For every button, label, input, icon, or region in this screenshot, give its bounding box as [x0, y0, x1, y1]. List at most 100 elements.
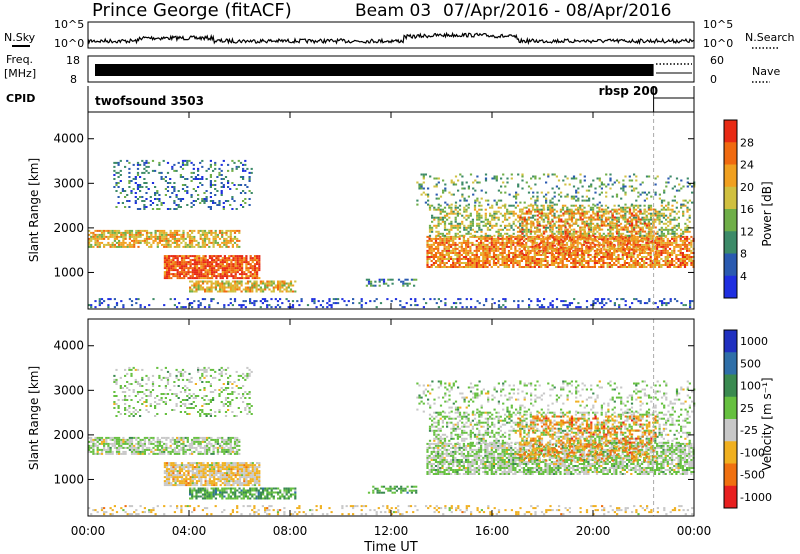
- data-cell: [244, 169, 247, 172]
- data-cell: [115, 206, 118, 208]
- data-cell: [484, 179, 488, 182]
- data-cell: [156, 190, 159, 192]
- data-cell: [648, 246, 651, 249]
- data-cell: [497, 249, 500, 252]
- data-cell: [633, 173, 636, 176]
- data-cell: [559, 252, 562, 254]
- data-cell: [538, 237, 541, 240]
- data-cell: [428, 235, 431, 238]
- data-cell: [602, 237, 605, 240]
- data-cell: [220, 163, 223, 166]
- data-cell: [598, 243, 601, 246]
- data-cell: [566, 212, 569, 215]
- data-cell: [538, 228, 541, 231]
- data-cell: [210, 288, 213, 291]
- data-cell: [632, 206, 635, 209]
- data-cell: [528, 208, 531, 211]
- data-cell: [206, 275, 209, 278]
- data-cell: [595, 262, 599, 264]
- data-cell: [609, 234, 612, 237]
- data-cell: [442, 189, 445, 192]
- data-cell: [525, 264, 528, 266]
- data-cell: [521, 208, 524, 211]
- data-cell: [501, 262, 504, 264]
- data-cell: [598, 266, 601, 268]
- data-cell: [439, 212, 442, 215]
- data-cell: [673, 224, 676, 227]
- data-cell: [193, 277, 196, 280]
- data-cell: [245, 265, 248, 268]
- data-cell: [548, 241, 551, 244]
- data-cell: [594, 226, 597, 229]
- data-cell: [270, 284, 273, 287]
- data-cell: [577, 224, 580, 227]
- data-cell: [456, 252, 459, 254]
- data-cell: [634, 230, 638, 233]
- data-cell: [404, 278, 407, 281]
- data-cell: [471, 262, 474, 264]
- data-cell: [532, 195, 535, 198]
- data-cell: [626, 242, 629, 245]
- data-cell: [570, 216, 574, 219]
- data-cell: [547, 212, 550, 215]
- data-cell: [130, 233, 134, 236]
- data-cell: [662, 212, 665, 215]
- data-cell: [551, 236, 554, 239]
- data-cell: [190, 202, 193, 204]
- data-cell: [227, 280, 230, 283]
- data-cell: [617, 204, 620, 207]
- data-cell: [527, 247, 530, 250]
- data-cell: [609, 210, 612, 213]
- data-cell: [527, 245, 530, 248]
- data-cell: [113, 239, 116, 242]
- data-cell: [591, 245, 594, 248]
- data-cell: [566, 177, 569, 180]
- data-cell: [450, 220, 453, 223]
- data-cell: [266, 280, 269, 283]
- data-cell: [660, 204, 663, 207]
- data-cell: [683, 239, 687, 242]
- data-cell: [113, 233, 116, 236]
- data-cell: [525, 220, 528, 223]
- data-cell: [555, 230, 559, 233]
- data-cell: [564, 220, 567, 223]
- data-cell: [671, 237, 674, 240]
- data-cell: [113, 245, 116, 248]
- data-cell: [558, 224, 561, 227]
- data-cell: [575, 212, 578, 215]
- data-cell: [111, 235, 114, 238]
- data-cell: [480, 235, 483, 238]
- data-cell: [148, 245, 151, 248]
- data-cell: [600, 249, 603, 252]
- data-cell: [272, 288, 275, 291]
- data-cell: [210, 241, 213, 244]
- data-cell: [255, 300, 258, 303]
- data-cell: [437, 220, 440, 223]
- data-cell: [645, 210, 648, 213]
- data-cell: [624, 175, 627, 178]
- data-cell: [667, 232, 670, 235]
- data-cell: [173, 229, 176, 232]
- data-cell: [525, 210, 528, 213]
- data-cell: [231, 196, 234, 198]
- data-cell: [662, 232, 665, 235]
- data-cell: [531, 216, 535, 219]
- data-cell: [289, 290, 293, 293]
- freq-label-line1: Freq.: [6, 53, 33, 66]
- data-cell: [461, 193, 464, 196]
- data-cell: [164, 176, 167, 178]
- data-cell: [439, 258, 442, 260]
- data-cell: [639, 238, 642, 241]
- data-cell: [561, 208, 565, 211]
- data-cell: [141, 229, 144, 232]
- data-cell: [205, 190, 208, 192]
- data-cell: [201, 237, 204, 240]
- data-cell: [568, 236, 571, 239]
- data-cell: [544, 249, 547, 252]
- data-cell: [180, 237, 183, 240]
- data-cell: [515, 201, 518, 204]
- data-cell: [664, 258, 667, 260]
- data-cell: [151, 159, 155, 162]
- data-cell: [622, 226, 625, 229]
- data-cell: [530, 220, 533, 223]
